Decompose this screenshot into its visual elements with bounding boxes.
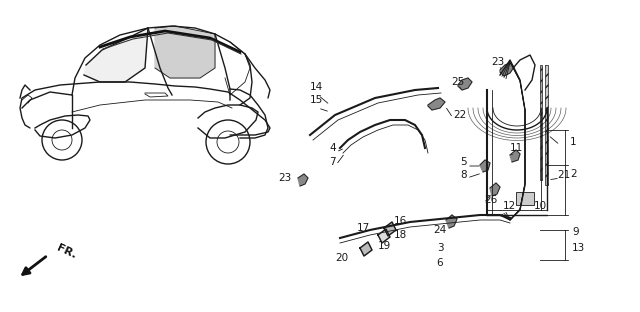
Polygon shape xyxy=(298,174,308,186)
Text: 3: 3 xyxy=(436,243,444,253)
Text: 2: 2 xyxy=(570,169,577,179)
Polygon shape xyxy=(490,183,500,196)
Text: 23: 23 xyxy=(492,57,504,67)
Polygon shape xyxy=(458,78,472,90)
Bar xyxy=(516,192,534,205)
Polygon shape xyxy=(384,222,396,236)
Text: 17: 17 xyxy=(356,223,370,233)
Polygon shape xyxy=(540,65,542,180)
Text: 16: 16 xyxy=(394,216,407,226)
Text: 1: 1 xyxy=(570,137,577,147)
Polygon shape xyxy=(500,63,514,76)
Text: 11: 11 xyxy=(510,143,524,153)
Text: 18: 18 xyxy=(394,230,407,240)
Text: 14: 14 xyxy=(309,82,323,92)
Text: FR.: FR. xyxy=(55,243,78,261)
Text: 25: 25 xyxy=(451,77,465,87)
Polygon shape xyxy=(510,150,520,162)
Text: 7: 7 xyxy=(330,157,336,167)
Text: 13: 13 xyxy=(572,243,585,253)
Polygon shape xyxy=(155,26,215,78)
Text: 23: 23 xyxy=(278,173,292,183)
Text: 5: 5 xyxy=(460,157,467,167)
Polygon shape xyxy=(428,98,445,110)
Text: 24: 24 xyxy=(433,225,447,235)
Polygon shape xyxy=(84,28,148,82)
Text: 22: 22 xyxy=(453,110,467,120)
Polygon shape xyxy=(446,215,457,228)
Text: 8: 8 xyxy=(460,170,467,180)
Text: 19: 19 xyxy=(378,241,391,251)
Polygon shape xyxy=(545,65,548,185)
Text: 4: 4 xyxy=(330,143,336,153)
Polygon shape xyxy=(378,229,390,243)
Text: 15: 15 xyxy=(309,95,323,105)
Text: 10: 10 xyxy=(534,201,547,211)
Text: 9: 9 xyxy=(572,227,579,237)
Polygon shape xyxy=(480,160,490,172)
Polygon shape xyxy=(360,242,372,256)
Text: 21: 21 xyxy=(557,170,571,180)
Text: 12: 12 xyxy=(503,201,516,211)
Text: 6: 6 xyxy=(436,258,444,268)
Text: 20: 20 xyxy=(335,253,348,263)
Text: 26: 26 xyxy=(484,195,497,205)
